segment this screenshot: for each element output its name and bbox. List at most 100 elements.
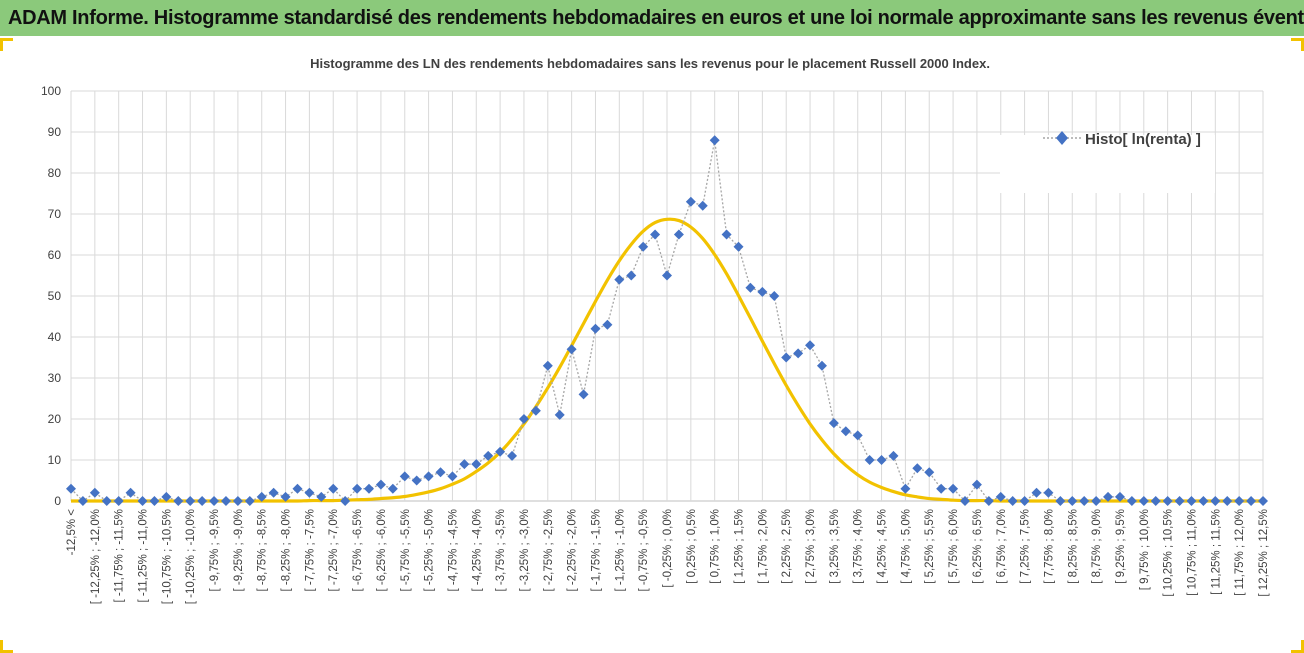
- histogram-point: [197, 496, 208, 506]
- histogram-point: [507, 450, 518, 461]
- histogram-point: [304, 487, 315, 498]
- x-tick-label: [ 0,25% ; 0,5%: [686, 509, 698, 584]
- report-title: ADAM Informe. Histogramme standardisé de…: [8, 7, 1304, 29]
- histogram-point: [399, 471, 410, 482]
- legend-marker-diamond: [1056, 131, 1068, 145]
- histogram-point: [876, 455, 887, 465]
- histogram-point: [948, 483, 959, 494]
- x-tick-label: [ -5,25% ; -5,0%: [424, 509, 436, 591]
- x-tick-label: [ -4,25% ; -4,0%: [471, 509, 483, 591]
- x-tick-label: [ -7,25% ; -7,0%: [328, 509, 340, 591]
- y-tick-label: 60: [48, 248, 62, 262]
- x-tick-label: [ -12,25% ; -12,0%: [90, 509, 102, 604]
- x-axis-ticks: -12,5% < [ -12,25% ; -12,0% [ -11,75% ; -1…: [66, 509, 1270, 605]
- histogram-point: [256, 491, 267, 502]
- histogram-point: [816, 360, 827, 371]
- x-tick-label: [ -8,25% ; -8,0%: [281, 509, 293, 591]
- x-tick-label: [ -6,25% ; -6,0%: [376, 509, 388, 591]
- histogram-point: [614, 274, 625, 285]
- histogram-point: [364, 483, 374, 494]
- histogram-point: [423, 471, 434, 482]
- x-tick-label: [ -2,25% ; -2,0%: [567, 509, 579, 591]
- histogram-point: [733, 241, 744, 252]
- histogram-point: [232, 496, 243, 506]
- histogram-point: [566, 344, 577, 355]
- histogram-point: [602, 319, 613, 330]
- x-tick-label: [ -10,25% ; -10,0%: [185, 509, 197, 604]
- histogram-point: [924, 467, 935, 478]
- histogram-point: [971, 479, 982, 490]
- histogram-point: [411, 475, 422, 486]
- x-tick-label: [ 8,25% ; 8,5%: [1067, 509, 1079, 584]
- frame-corner-top-right: [1291, 38, 1304, 51]
- x-tick-label: [ 0,75% ; 1,0%: [710, 509, 722, 584]
- histogram-point: [125, 487, 136, 498]
- y-tick-label: 0: [54, 494, 61, 508]
- x-tick-label: [ 3,75% ; 4,0%: [853, 509, 865, 584]
- histogram-point: [352, 483, 363, 494]
- histogram-point: [626, 270, 637, 281]
- histogram-point: [673, 229, 684, 240]
- x-tick-label: [ 12,25% ; 12,5%: [1258, 509, 1270, 597]
- histogram-point: [1150, 496, 1161, 506]
- x-tick-label: [ 7,75% ; 8,0%: [1043, 509, 1055, 584]
- y-axis-ticks: 0 10 20 30 40 50 60 70 80 90 100: [41, 84, 61, 508]
- x-tick-label: [ 9,75% ; 10,0%: [1139, 509, 1151, 590]
- x-tick-label: [ -5,75% ; -5,5%: [400, 509, 412, 591]
- y-tick-label: 30: [48, 371, 62, 385]
- histogram-point: [1079, 496, 1090, 506]
- histogram-point: [960, 496, 970, 506]
- x-tick-label: [ -11,25% ; -11,0%: [138, 509, 150, 603]
- x-tick-label: [ 1,25% ; 1,5%: [734, 509, 746, 584]
- histogram-point: [542, 360, 553, 371]
- histogram-point: [447, 471, 458, 482]
- histogram-point: [912, 463, 923, 474]
- chart-frame: [0, 38, 1304, 653]
- histogram-point: [459, 459, 470, 470]
- x-tick-label: [ 2,75% ; 3,0%: [805, 509, 817, 584]
- x-tick-label: [ -1,25% ; -1,0%: [614, 509, 626, 591]
- histogram-point: [1067, 496, 1078, 506]
- histogram-point: [995, 491, 1006, 502]
- histogram-point: [828, 418, 839, 429]
- x-tick-label: [ 5,25% ; 5,5%: [924, 509, 936, 584]
- y-tick-label: 90: [48, 125, 62, 139]
- histogram-point: [137, 496, 148, 506]
- x-tick-label: [ 6,75% ; 7,0%: [996, 509, 1008, 584]
- histogram-point: [781, 352, 792, 363]
- x-tick-label: [ 8,75% ; 9,0%: [1091, 509, 1103, 584]
- histogram-point: [1162, 496, 1173, 506]
- frame-corner-bottom-right: [1291, 640, 1304, 653]
- legend-label-histo: Histo[ ln(renta) ]: [1085, 131, 1201, 148]
- histogram-point: [983, 496, 994, 506]
- x-tick-label: [ 4,25% ; 4,5%: [877, 509, 889, 584]
- histogram-point: [721, 229, 732, 240]
- frame-corner-bottom-left: [0, 640, 13, 653]
- histogram-point: [888, 450, 899, 461]
- histogram-point: [149, 496, 160, 506]
- histogram-point: [280, 491, 291, 502]
- frame-corner-top-left: [0, 38, 13, 51]
- histogram-point: [840, 426, 851, 437]
- histogram-point: [1210, 496, 1221, 506]
- histogram-point: [161, 491, 172, 502]
- y-tick-label: 100: [41, 84, 61, 98]
- histogram-point: [1043, 487, 1054, 498]
- histogram-point: [316, 491, 327, 502]
- x-tick-label: [ 6,25% ; 6,5%: [972, 509, 984, 584]
- histogram-point: [495, 446, 506, 457]
- histogram-chart: Histogramme des LN des rendements hebdom…: [41, 56, 1270, 605]
- histogram-point: [697, 200, 708, 211]
- y-tick-label: 50: [48, 289, 62, 303]
- histogram-point: [77, 496, 88, 506]
- x-tick-label: [ 5,75% ; 6,0%: [948, 509, 960, 584]
- histogram-point: [1007, 496, 1018, 506]
- histogram-point: [209, 496, 220, 506]
- x-tick-label: [ -3,75% ; -3,5%: [495, 509, 507, 591]
- histogram-point: [805, 340, 816, 351]
- y-tick-label: 80: [48, 166, 62, 180]
- histogram-point: [1246, 496, 1257, 506]
- histogram-point: [1055, 496, 1066, 506]
- x-tick-label: [ -7,75% ; -7,5%: [304, 509, 316, 591]
- x-tick-label: [ 11,25% ; 11,5%: [1210, 509, 1222, 595]
